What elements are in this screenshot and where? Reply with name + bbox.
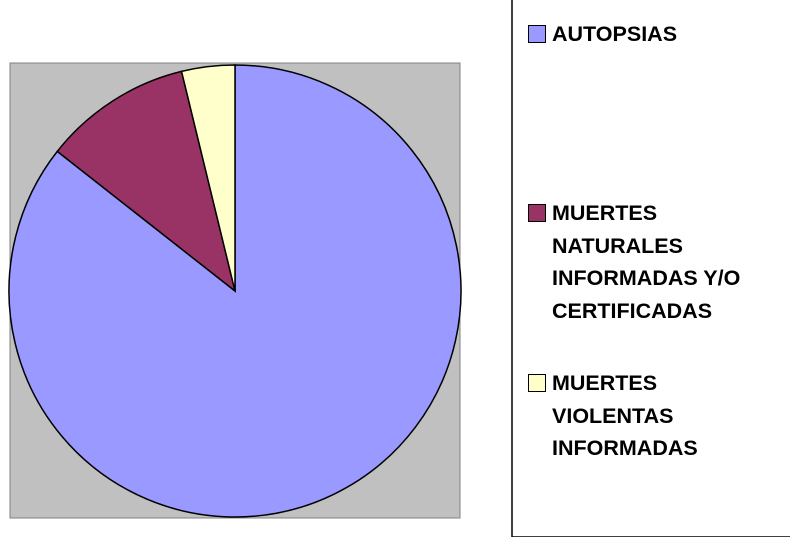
legend-swatch — [528, 204, 546, 222]
legend-label: AUTOPSIAS — [552, 22, 678, 46]
legend-item: MUERTES NATURALES INFORMADAS Y/O CERTIFI… — [528, 197, 784, 327]
legend-label: MUERTES VIOLENTAS INFORMADAS — [552, 371, 698, 460]
legend-item: AUTOPSIAS — [528, 18, 784, 51]
pie-slice — [56, 70, 237, 293]
pie-slice — [180, 64, 236, 292]
legend-label: MUERTES NATURALES INFORMADAS Y/O CERTIFI… — [552, 201, 741, 323]
legend-box — [511, 0, 790, 537]
legend-swatch — [528, 25, 546, 43]
legend-item: MUERTES VIOLENTAS INFORMADAS — [528, 367, 784, 465]
legend-swatch — [528, 374, 546, 392]
